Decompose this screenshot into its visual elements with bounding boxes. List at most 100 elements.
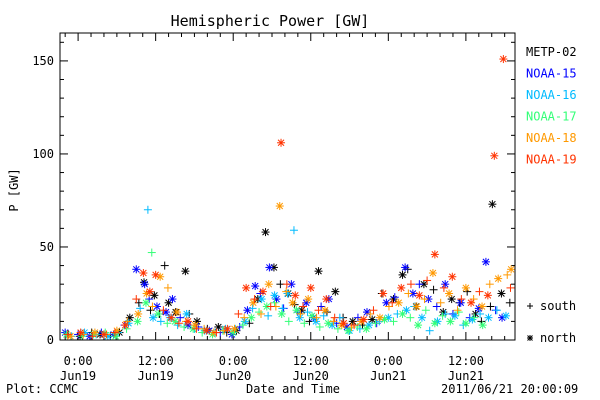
data-point-noaa-19-south	[350, 321, 359, 330]
data-point-noaa-19-south	[330, 313, 339, 322]
data-point-noaa-17-north	[478, 321, 487, 330]
data-point-noaa-18-north	[249, 298, 258, 307]
data-point-noaa-15-north	[132, 265, 141, 274]
data-point-noaa-18-north	[428, 269, 437, 278]
data-point-noaa-16-north	[484, 313, 493, 322]
data-point-noaa-16-north	[149, 313, 158, 322]
data-point-noaa-16-north	[240, 317, 249, 326]
data-points	[61, 55, 516, 341]
legend-label-south: south	[540, 299, 576, 313]
data-point-noaa-16-south	[143, 205, 152, 214]
data-point-noaa-19-north	[76, 328, 85, 337]
data-point-noaa-15-north	[408, 289, 417, 298]
data-point-noaa-19-north	[448, 272, 457, 281]
data-point-noaa-16-south	[289, 226, 298, 235]
data-point-noaa-19-south	[159, 306, 168, 315]
data-point-metp-02-north	[497, 289, 506, 298]
data-point-noaa-19-north	[359, 315, 368, 324]
data-point-noaa-19-south	[250, 295, 259, 304]
data-point-noaa-16-south	[425, 326, 434, 335]
data-point-metp-02-north	[314, 267, 323, 276]
data-point-noaa-17-north	[133, 317, 142, 326]
data-point-noaa-18-north	[494, 274, 503, 283]
data-point-noaa-19-north	[483, 291, 492, 300]
data-point-noaa-19-south	[506, 283, 515, 292]
data-point-noaa-15-south	[353, 313, 362, 322]
data-point-noaa-17-south	[180, 322, 189, 331]
legend-symbol-south	[527, 303, 533, 309]
data-point-noaa-18-south	[282, 287, 291, 296]
data-point-noaa-17-south	[438, 311, 447, 320]
data-point-noaa-17-north	[362, 324, 371, 333]
data-point-noaa-19-south	[132, 295, 141, 304]
data-point-noaa-19-north	[258, 287, 267, 296]
data-point-noaa-15-south	[432, 302, 441, 311]
legend-metp-02: METP-02	[526, 45, 577, 59]
data-point-noaa-19-north	[151, 270, 160, 279]
y-tick-label: 50	[40, 240, 54, 254]
data-point-noaa-15-north	[140, 280, 149, 289]
data-point-noaa-18-south	[123, 317, 132, 326]
data-point-noaa-19-south	[192, 324, 201, 333]
x-tick-time-label: 12:00	[138, 354, 174, 368]
data-point-noaa-15-north	[456, 298, 465, 307]
data-point-metp-02-north	[150, 291, 159, 300]
data-point-noaa-18-south	[485, 280, 494, 289]
data-point-noaa-18-north	[172, 308, 181, 317]
data-point-noaa-18-south	[366, 309, 375, 318]
data-point-noaa-19-south	[234, 309, 243, 318]
x-tick-time-label: 0:00	[64, 354, 93, 368]
data-point-noaa-18-north	[478, 302, 487, 311]
data-point-noaa-16-south	[278, 304, 287, 313]
data-point-noaa-17-north	[414, 321, 423, 330]
data-point-noaa-17-south	[421, 306, 430, 315]
data-point-metp-02-north	[398, 270, 407, 279]
data-point-noaa-19-south	[63, 330, 72, 339]
data-point-noaa-16-south	[303, 308, 312, 317]
data-point-metp-02-south	[429, 285, 438, 294]
data-point-noaa-17-north	[324, 319, 333, 328]
data-point-noaa-18-south	[257, 309, 266, 318]
data-point-noaa-15-north	[441, 280, 450, 289]
data-point-noaa-17-south	[454, 308, 463, 317]
data-point-noaa-17-south	[270, 298, 279, 307]
data-point-noaa-18-south	[404, 289, 413, 298]
data-point-noaa-17-south	[389, 317, 398, 326]
data-point-noaa-15-north	[251, 282, 260, 291]
data-point-noaa-17-north	[398, 309, 407, 318]
data-point-noaa-15-north	[481, 257, 490, 266]
data-point-noaa-17-south	[371, 319, 380, 328]
data-point-noaa-18-north	[375, 313, 384, 322]
data-point-metp-02-south	[486, 302, 495, 311]
data-point-noaa-18-south	[503, 270, 512, 279]
y-axis-label: P [GW]	[7, 168, 21, 211]
data-point-noaa-16-south	[476, 309, 485, 318]
data-point-noaa-19-north	[415, 291, 424, 300]
data-point-noaa-16-north	[270, 291, 279, 300]
y-tick-label: 100	[32, 147, 54, 161]
data-point-metp-02-north	[488, 200, 497, 209]
legend-noaa-18: NOAA-18	[526, 131, 577, 145]
data-point-noaa-16-north	[295, 313, 304, 322]
data-point-noaa-19-north	[167, 313, 176, 322]
data-point-noaa-19-north	[277, 138, 286, 147]
data-point-noaa-17-north	[141, 298, 150, 307]
data-point-noaa-17-north	[308, 311, 317, 320]
data-point-noaa-18-south	[329, 317, 338, 326]
plot-credit: Plot: CCMC	[6, 382, 79, 396]
legend-symbol-north	[527, 335, 533, 341]
data-point-noaa-19-south	[299, 302, 308, 311]
data-point-noaa-16-north	[257, 295, 266, 304]
data-point-noaa-18-south	[148, 302, 157, 311]
data-point-noaa-18-north	[412, 302, 421, 311]
data-point-noaa-19-north	[467, 298, 476, 307]
data-point-noaa-19-north	[339, 319, 348, 328]
data-point-noaa-15-south	[390, 293, 399, 302]
data-point-noaa-18-south	[220, 326, 229, 335]
data-point-noaa-18-north	[230, 324, 239, 333]
data-point-noaa-19-south	[266, 302, 275, 311]
data-point-noaa-17-north	[430, 319, 439, 328]
data-point-noaa-18-north	[461, 283, 470, 292]
data-point-noaa-18-north	[445, 289, 454, 298]
x-tick-date-label: Jun19	[138, 369, 174, 383]
